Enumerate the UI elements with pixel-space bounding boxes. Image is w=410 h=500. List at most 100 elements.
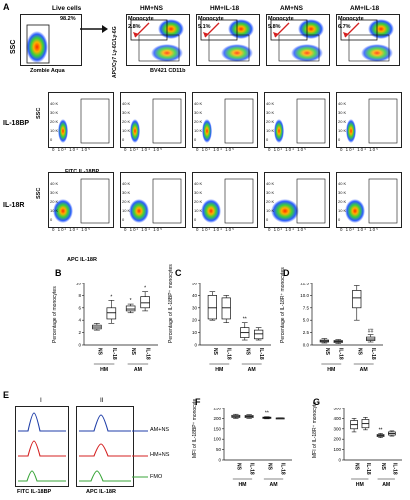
- row1-pct: 2.8%: [128, 24, 141, 30]
- y-tick: 0: [266, 217, 269, 222]
- significance-marker: ##: [368, 329, 374, 335]
- y-tick-label: 10: [76, 283, 82, 286]
- panel-letter-a: A: [3, 2, 10, 12]
- hist-x-label-left: FITC IL-18BP: [17, 489, 52, 495]
- group-label: HM: [327, 367, 335, 373]
- row1-flow-plot: [266, 14, 330, 66]
- y-tick-label: 20: [192, 318, 198, 323]
- y-tick: 30 K: [50, 190, 59, 195]
- row2-y-label: SSC: [36, 107, 42, 119]
- group-label: AM: [360, 367, 368, 373]
- y-tick-label: 5.0: [303, 318, 310, 323]
- row3-flow-plot: 40 K 30 K 20 K 10 K 0: [336, 172, 402, 228]
- row2-label: IL-18BP: [3, 120, 30, 127]
- y-tick: 20 K: [122, 199, 131, 204]
- y-tick-label: 400: [333, 416, 341, 421]
- live-cells-plot: [20, 14, 82, 66]
- hist-am-ns-curve: [79, 414, 131, 432]
- chart-D-ylabel: Percentage of IL-18R⁺ monocytes: [280, 267, 286, 343]
- y-tick: 30 K: [194, 110, 203, 115]
- y-tick-label: 6: [78, 305, 81, 310]
- row3-flow-plot: 40 K 30 K 20 K 10 K 0: [264, 172, 330, 228]
- y-tick-label: 0: [194, 343, 197, 348]
- y-tick: 0: [50, 217, 53, 222]
- live-y-label: SSC: [10, 39, 17, 54]
- group-label: HM: [238, 482, 246, 488]
- group-label: AM: [248, 367, 256, 373]
- significance-marker: **: [355, 283, 359, 285]
- y-tick: 10 K: [50, 128, 59, 133]
- y-tick: 10 K: [338, 128, 347, 133]
- panel-letter-c: C: [175, 268, 182, 278]
- y-tick: 40 K: [338, 181, 347, 186]
- row1-panel-title: AM+IL-18: [350, 5, 380, 12]
- box-G-3: [388, 430, 396, 437]
- row1-flow-plot: [196, 14, 260, 66]
- box-F-1: [244, 414, 254, 419]
- y-tick: 30 K: [194, 190, 203, 195]
- chart-G-ylabel: MFI of IL-18R⁺ monocyte: [312, 401, 318, 458]
- boxplot-G: 500 400 300 200 100 0 NS IL-18 ** NS IL-18 HM AM: [332, 406, 404, 495]
- y-tick: 40 K: [338, 101, 347, 106]
- box-F-0: [231, 413, 241, 419]
- row2-flow-plot: 40 K 30 K 20 K 10 K 0: [336, 92, 402, 148]
- row3-flow-plot: 40 K 30 K 20 K 10 K 0: [192, 172, 258, 228]
- row1-panel-title: AM+NS: [280, 5, 303, 12]
- hist-hm-ns-curve: [79, 443, 131, 457]
- y-tick: 10 K: [122, 208, 131, 213]
- y-tick: 0: [122, 217, 125, 222]
- y-tick: 0: [50, 137, 53, 142]
- row3-y-label: SSC: [36, 187, 42, 199]
- hist-fmo-curve: [79, 470, 131, 482]
- category-label: NS: [324, 348, 330, 356]
- category-label: IL-18: [365, 463, 371, 475]
- hist-fmo-curve: [18, 470, 66, 482]
- category-label: IL-18: [258, 348, 264, 360]
- row1-y-label: APC/Cy7 Ly-6C/Ly-6G: [112, 26, 118, 78]
- panel-letter-f: F: [195, 397, 201, 407]
- y-tick: 0: [194, 217, 197, 222]
- row2-flow-plot: 40 K 30 K 20 K 10 K 0: [120, 92, 186, 148]
- category-label: IL-18: [111, 348, 117, 360]
- group-label: HM: [356, 482, 364, 488]
- y-tick-label: 300: [333, 426, 341, 431]
- box-F-3: [275, 417, 285, 420]
- y-tick-label: 200: [333, 437, 341, 442]
- row2-x-ticks: 0 10³ 10⁴ 10⁵: [52, 147, 91, 152]
- y-tick-label: 8: [78, 293, 81, 298]
- y-tick-label: 0: [78, 343, 81, 348]
- y-tick: 0: [194, 137, 197, 142]
- y-tick-label: 250: [213, 408, 221, 411]
- row3-label: IL-18R: [3, 202, 25, 209]
- category-label: NS: [212, 348, 218, 356]
- row1-gate-label: Monocyte: [268, 16, 294, 22]
- category-label: NS: [235, 463, 241, 471]
- histogram-left: [15, 406, 69, 487]
- y-tick-label: 12.5: [300, 283, 309, 286]
- y-tick-label: 500: [333, 408, 341, 411]
- y-tick: 30 K: [338, 190, 347, 195]
- y-tick: 10 K: [122, 128, 131, 133]
- y-tick: 20 K: [266, 119, 275, 124]
- significance-marker: *: [144, 286, 146, 292]
- gating-arrow: [80, 25, 108, 33]
- y-tick: 40 K: [266, 101, 275, 106]
- row3-x-ticks: 0 10³ 10⁴ 10⁵: [268, 227, 307, 232]
- category-label: NS: [130, 348, 136, 356]
- live-title: Live cells: [52, 5, 82, 12]
- row1-pct: 6.7%: [338, 24, 351, 30]
- row1-pct: 5.1%: [198, 24, 211, 30]
- row1-gate-label: Monocyte: [338, 16, 364, 22]
- row2-x-ticks: 0 10³ 10⁴ 10⁵: [124, 147, 163, 152]
- legend-hm-ns: HM+NS: [150, 452, 170, 458]
- row1-panel-title: HM+NS: [140, 5, 163, 12]
- y-tick: 20 K: [122, 119, 131, 124]
- box-G-2: **: [376, 427, 385, 438]
- y-tick-label: 30: [192, 305, 198, 310]
- y-tick: 0: [338, 137, 341, 142]
- y-tick: 40 K: [50, 101, 59, 106]
- hist-am-ns-curve: [18, 412, 66, 432]
- boxplot-C: 50 40 30 20 10 0 NS IL-18 ** NS IL-18 HM AM: [188, 281, 273, 380]
- y-tick: 10 K: [266, 128, 275, 133]
- significance-marker: **: [243, 317, 247, 323]
